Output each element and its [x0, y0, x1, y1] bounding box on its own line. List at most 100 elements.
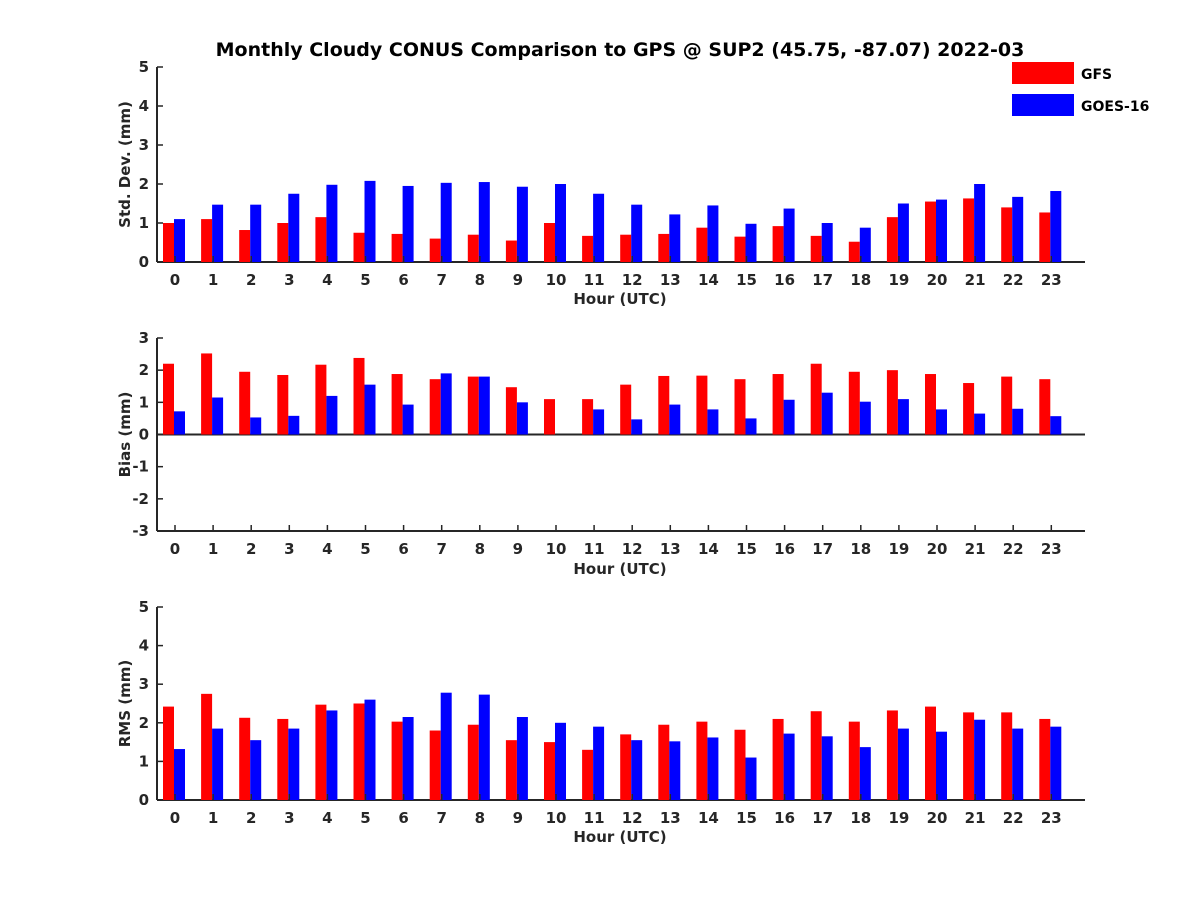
x-axis-label: Hour (UTC)	[573, 828, 666, 846]
bar	[886, 217, 898, 262]
bar	[745, 223, 757, 262]
x-tick-label: 14	[698, 540, 719, 558]
bar	[364, 180, 376, 262]
y-tick-label: 2	[139, 361, 149, 379]
legend-item: GFS	[1012, 62, 1112, 84]
bar	[544, 223, 555, 262]
bar	[544, 399, 555, 435]
bar	[288, 193, 300, 262]
bar	[925, 374, 936, 435]
bar	[163, 706, 174, 800]
y-tick-label: 1	[139, 393, 149, 411]
bar	[505, 740, 517, 800]
bar	[478, 376, 490, 435]
bar	[734, 729, 746, 800]
bar	[478, 694, 490, 800]
x-tick-label: 8	[475, 540, 485, 558]
x-tick-label: 12	[622, 809, 643, 827]
bar	[963, 198, 975, 262]
x-tick-label: 18	[850, 809, 871, 827]
bar	[631, 419, 643, 435]
bar	[1050, 726, 1062, 800]
y-tick-label: 5	[139, 598, 149, 616]
bar	[353, 232, 365, 262]
bar	[277, 374, 289, 435]
x-tick-label: 12	[622, 271, 643, 289]
x-tick-label: 10	[546, 540, 567, 558]
x-tick-label: 5	[360, 809, 370, 827]
x-tick-label: 4	[322, 809, 332, 827]
bar	[1012, 196, 1024, 262]
x-tick-label: 22	[1003, 271, 1024, 289]
bar	[669, 214, 681, 262]
x-tick-label: 19	[888, 809, 909, 827]
x-tick-label: 21	[965, 540, 986, 558]
bar	[315, 217, 327, 262]
x-tick-label: 11	[584, 540, 605, 558]
bar	[239, 717, 251, 800]
x-tick-label: 9	[513, 271, 523, 289]
bar	[201, 219, 213, 262]
bar	[620, 234, 632, 262]
bar	[174, 749, 185, 800]
bar	[516, 717, 528, 800]
bar	[516, 186, 528, 262]
y-tick-label: 2	[139, 175, 149, 193]
series-gfs	[163, 693, 1051, 800]
legend-swatch	[1012, 62, 1074, 84]
x-tick-label: 9	[513, 809, 523, 827]
bar	[696, 375, 708, 435]
bar	[402, 185, 414, 262]
bar	[478, 182, 490, 262]
bar	[810, 711, 822, 800]
y-tick-label: 4	[139, 97, 149, 115]
bar	[734, 379, 746, 435]
bar	[772, 374, 784, 435]
x-tick-label: 0	[170, 271, 180, 289]
bar	[250, 204, 262, 262]
bar	[364, 699, 376, 800]
x-tick-label: 23	[1041, 809, 1062, 827]
bar	[582, 235, 594, 262]
bar	[467, 724, 479, 800]
bar	[859, 227, 871, 262]
x-tick-label: 3	[284, 809, 294, 827]
x-tick-label: 6	[398, 271, 408, 289]
bar	[555, 184, 566, 262]
bar	[974, 184, 986, 262]
x-tick-label: 22	[1003, 809, 1024, 827]
bar	[925, 706, 936, 800]
bar	[201, 353, 213, 435]
y-tick-label: 5	[139, 58, 149, 76]
x-tick-label: 8	[475, 271, 485, 289]
bar	[783, 208, 795, 262]
bar	[974, 413, 986, 435]
bar	[620, 734, 632, 800]
x-tick-label: 22	[1003, 540, 1024, 558]
bar	[277, 718, 289, 800]
bar	[239, 371, 251, 435]
bar	[783, 733, 795, 800]
x-tick-label: 1	[208, 271, 218, 289]
bar	[897, 728, 909, 800]
bar	[402, 717, 414, 800]
bar	[582, 749, 594, 800]
x-tick-label: 17	[812, 809, 833, 827]
x-tick-label: 11	[584, 271, 605, 289]
y-axis-label: RMS (mm)	[116, 660, 134, 747]
x-tick-label: 2	[246, 540, 256, 558]
bar	[288, 415, 300, 435]
bar	[440, 373, 452, 435]
x-tick-label: 13	[660, 540, 681, 558]
bar	[696, 721, 708, 800]
y-tick-label: 1	[139, 752, 149, 770]
y-tick-label: 0	[139, 791, 149, 809]
bar	[669, 741, 681, 800]
y-tick-label: 1	[139, 214, 149, 232]
x-tick-label: 7	[436, 809, 446, 827]
bar	[326, 184, 338, 262]
x-tick-label: 6	[398, 809, 408, 827]
bar	[936, 731, 947, 800]
x-tick-label: 11	[584, 809, 605, 827]
